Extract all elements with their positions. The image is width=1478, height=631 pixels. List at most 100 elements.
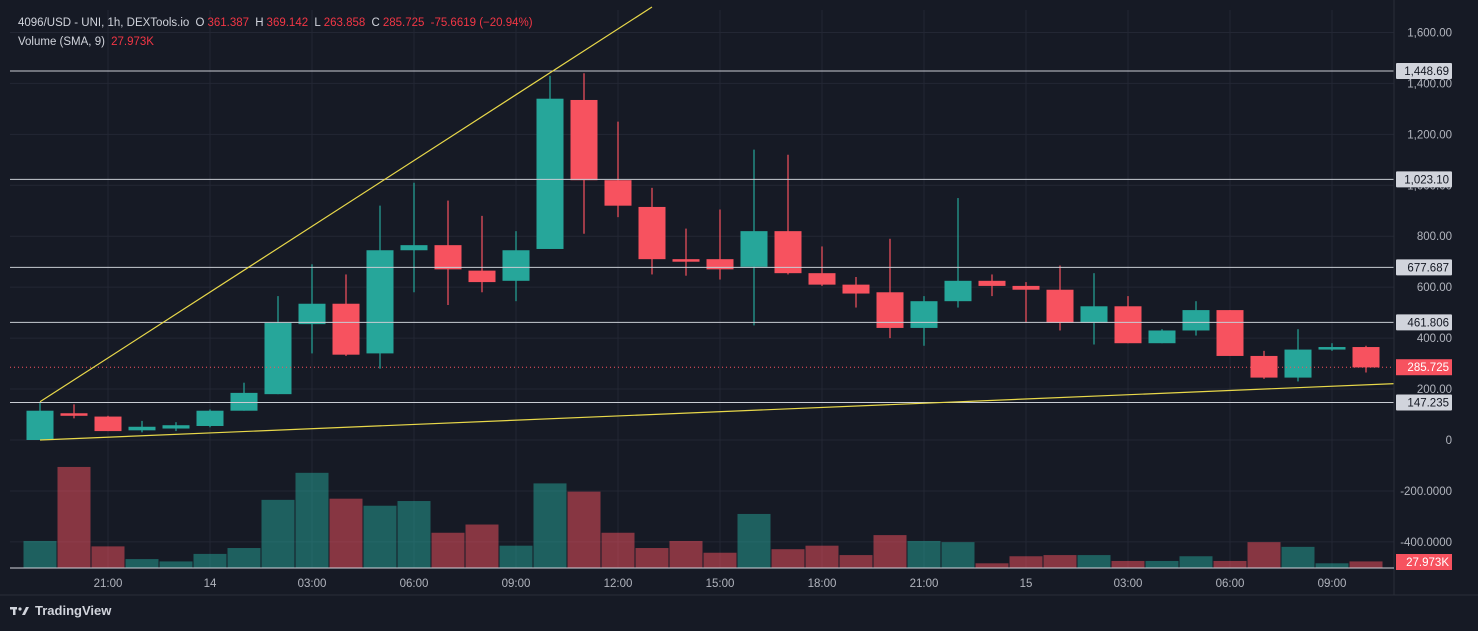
volume-bar: [941, 542, 975, 568]
candle-body: [264, 322, 292, 395]
candlesticks: [26, 73, 1380, 440]
volume-bar: [975, 563, 1009, 568]
price-tick-label: 400.00: [1417, 333, 1452, 345]
candle-body: [26, 410, 54, 440]
candle-body: [774, 231, 802, 274]
hline-price-box: [1396, 314, 1452, 331]
price-tick-label: -200.0000: [1400, 486, 1452, 498]
symbol-title: 4096/USD - UNI, 1h, DEXTools.io: [18, 17, 190, 29]
candle-body: [162, 425, 190, 429]
candle-body: [570, 99, 598, 181]
candle-body: [808, 273, 836, 285]
price-tick-label: -400.0000: [1400, 537, 1452, 549]
time-tick-label: 06:00: [400, 578, 429, 590]
last-price-box: [1396, 359, 1452, 376]
tradingview-icon: [10, 606, 29, 615]
candle-body: [638, 206, 666, 260]
candle-body: [94, 416, 122, 432]
volume-bar: [703, 552, 737, 568]
volume-bar: [771, 549, 805, 568]
hline-price-label: 461.806: [1407, 317, 1449, 329]
tradingview-label: TradingView: [35, 603, 112, 618]
volume-bar: [227, 548, 261, 568]
candle-body: [1182, 310, 1210, 331]
high-label: H: [255, 17, 264, 29]
price-tick-label: 600.00: [1417, 282, 1452, 294]
volume-bar: [295, 472, 329, 568]
close-label: C: [371, 17, 380, 29]
low-label: L: [314, 17, 321, 29]
close-value: 285.725: [382, 17, 425, 29]
volume-bar: [1179, 556, 1213, 568]
high-value: 369.142: [266, 17, 309, 29]
time-tick-label: 15: [1020, 578, 1033, 590]
candle-body: [978, 280, 1006, 286]
volume-bar: [1213, 560, 1247, 568]
candle-body: [1250, 355, 1278, 378]
volume-label: Volume (SMA, 9): [18, 36, 105, 48]
last-price-label: 285.725: [1407, 362, 1449, 374]
price-tick-label: 200.00: [1417, 384, 1452, 396]
horizontal-lines[interactable]: [10, 70, 1394, 403]
candle-body: [842, 284, 870, 294]
candle-body: [60, 413, 88, 416]
trendline: [39, 382, 1418, 441]
price-tick-label: 1,600.00: [1407, 27, 1452, 39]
candle-body: [944, 280, 972, 302]
volume-bar: [329, 498, 363, 568]
volume-bar: [533, 483, 567, 568]
volume-bar: [499, 545, 533, 568]
volume-bar: [1315, 563, 1349, 568]
volume-bar: [1009, 556, 1043, 568]
volume-bar: [839, 555, 873, 568]
time-axis[interactable]: 21:00 14 03:00 06:00 09:00 12:00 15:00 18:00 21:…: [0, 567, 1478, 596]
price-tick-label: 1,400.00: [1407, 78, 1452, 90]
trendlines[interactable]: [39, 6, 1418, 441]
change-value: -75.6619 (−20.94%): [430, 17, 533, 29]
candle-body: [1114, 306, 1142, 344]
volume-bar: [669, 540, 703, 568]
volume-legend: Volume (SMA, 9) 27.973K: [18, 36, 157, 48]
tradingview-logo[interactable]: TradingView: [10, 603, 111, 618]
trendline: [39, 6, 653, 403]
candle-body: [536, 98, 564, 249]
price-tick-label: 800.00: [1417, 231, 1452, 243]
time-tick-label: 12:00: [604, 578, 633, 590]
time-tick-label: 21:00: [910, 578, 939, 590]
hline-price-box: [1396, 394, 1452, 411]
volume-bar: [601, 532, 635, 568]
candle-body: [1352, 347, 1380, 368]
volume-bar: [465, 524, 499, 568]
candle-body: [298, 303, 326, 325]
volume-bar: [737, 513, 771, 568]
volume-bar: [1077, 555, 1111, 568]
price-tick-label: 0: [1446, 435, 1452, 447]
volume-bar: [261, 499, 295, 568]
candle-body: [1284, 349, 1312, 378]
volume-bar: [91, 546, 125, 568]
volume-bar: [1111, 560, 1145, 568]
volume-bar: [567, 491, 601, 568]
volume-bar: [907, 540, 941, 568]
volume-bar: [159, 561, 193, 568]
candle-body: [1216, 310, 1244, 356]
candle-body: [706, 259, 734, 270]
ohlc-legend: 4096/USD - UNI, 1h, DEXTools.io O 361.387…: [18, 17, 536, 29]
hline-price-box: [1396, 259, 1452, 276]
price-axis[interactable]: 1,600.001,400.001,200.001,000.00800.0060…: [1393, 0, 1478, 631]
candle-body: [400, 245, 428, 251]
candle-body: [502, 250, 530, 281]
open-label: O: [195, 17, 205, 29]
time-tick-label: 09:00: [1318, 578, 1347, 590]
open-value: 361.387: [207, 17, 250, 29]
volume-bar: [805, 545, 839, 568]
volume-sma-label: 27.973K: [1406, 557, 1449, 569]
hline-price-label: 677.687: [1407, 262, 1449, 274]
candle-body: [332, 303, 360, 355]
hline-price-label: 1,448.69: [1404, 66, 1449, 78]
volume-bar: [397, 501, 431, 568]
time-tick-label: 03:00: [1114, 578, 1143, 590]
volume-bar: [873, 535, 907, 568]
candle-body: [196, 410, 224, 426]
